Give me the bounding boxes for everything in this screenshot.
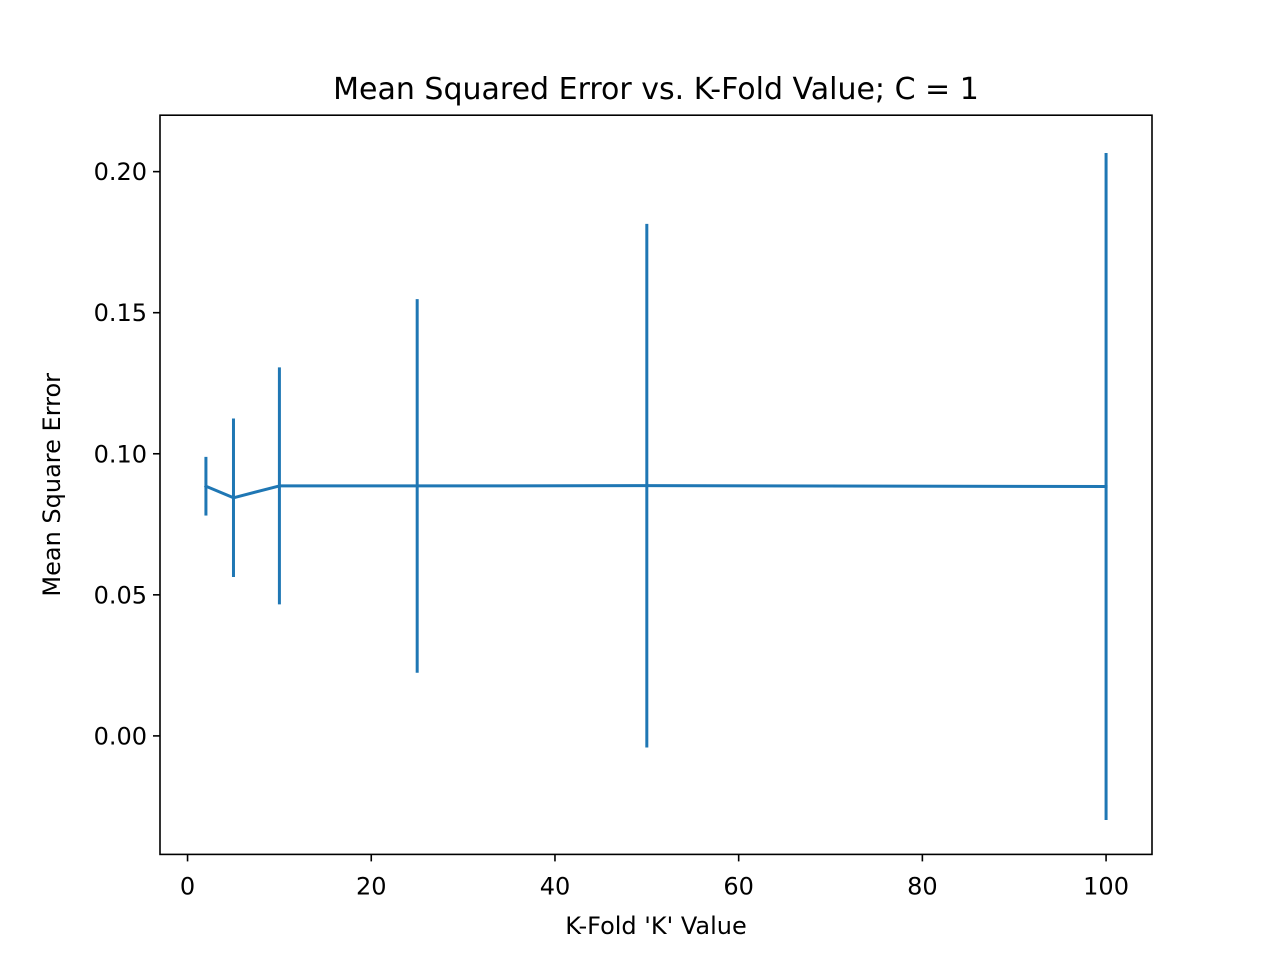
y-axis-label: Mean Square Error xyxy=(38,373,66,597)
y-tick-label: 0.10 xyxy=(94,440,147,468)
x-tick-label: 40 xyxy=(540,872,571,900)
x-axis-label: K-Fold 'K' Value xyxy=(565,912,747,940)
y-tick-label: 0.15 xyxy=(94,299,147,327)
x-axis-ticks: 0 20 40 60 80 100 xyxy=(180,854,1129,900)
y-axis-ticks: 0.00 0.05 0.10 0.15 0.20 xyxy=(94,158,160,750)
y-tick-label: 0.05 xyxy=(94,581,147,609)
x-tick-label: 0 xyxy=(180,872,195,900)
series-0 xyxy=(203,153,1108,820)
chart-title: Mean Squared Error vs. K-Fold Value; C =… xyxy=(333,72,979,107)
x-tick-label: 100 xyxy=(1083,872,1129,900)
series-line xyxy=(203,484,1108,500)
x-tick-label: 80 xyxy=(907,872,938,900)
plot-frame xyxy=(159,114,1153,856)
y-tick-label: 0.20 xyxy=(94,158,147,186)
x-tick-label: 60 xyxy=(723,872,754,900)
x-tick-label: 20 xyxy=(356,872,387,900)
series-layer xyxy=(203,153,1108,820)
y-tick-label: 0.00 xyxy=(94,722,147,750)
